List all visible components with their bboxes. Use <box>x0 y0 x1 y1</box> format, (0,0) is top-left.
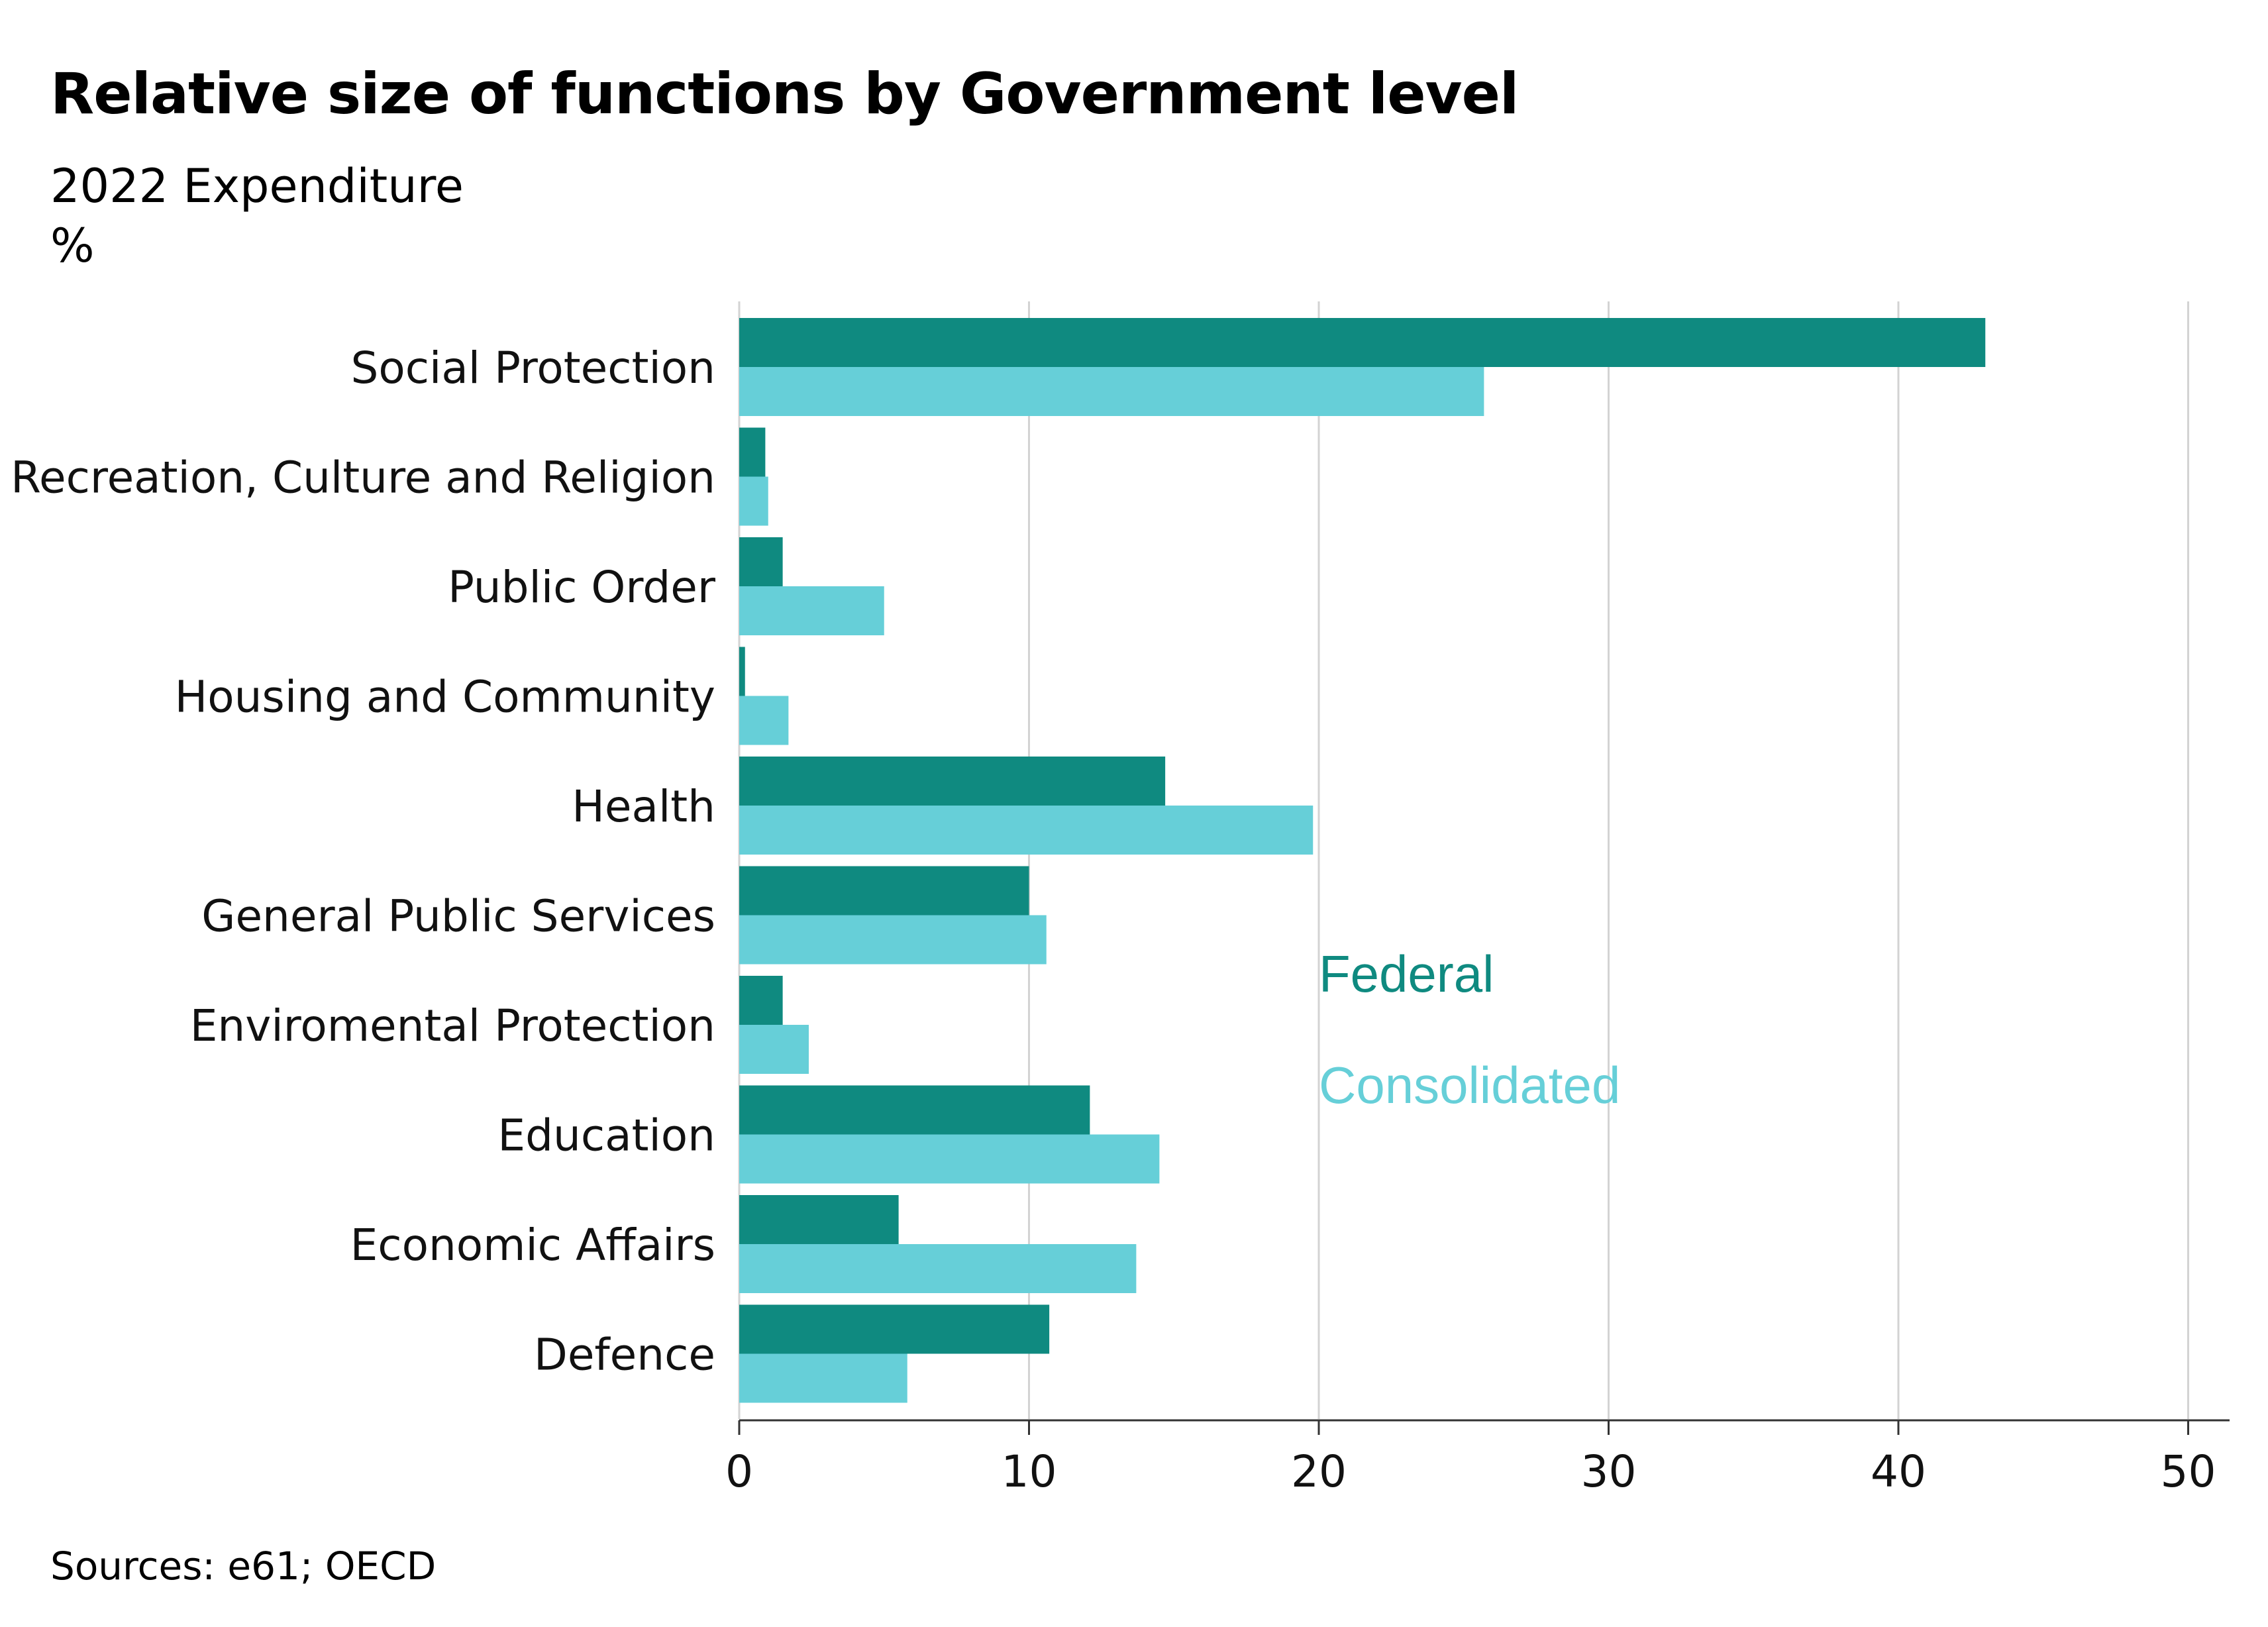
bar-federal <box>739 427 766 477</box>
category-label: General Public Services <box>201 891 715 942</box>
category-label: Public Order <box>448 562 716 613</box>
bar-consolidated <box>739 915 1047 965</box>
bar-federal <box>739 647 745 696</box>
category-label: Health <box>572 781 715 832</box>
category-label: Defence <box>534 1330 715 1381</box>
legend-consolidated: Consolidated <box>1319 1056 1620 1114</box>
bar-consolidated <box>739 696 789 745</box>
category-label: Recreation, Culture and Religion <box>11 452 715 503</box>
x-tick-label: 0 <box>725 1446 753 1497</box>
legend-federal: Federal <box>1319 945 1494 1003</box>
category-labels: Social Protection Recreation, Culture and… <box>11 342 716 1381</box>
bar-federal <box>739 318 1986 367</box>
bar-consolidated <box>739 806 1314 855</box>
bars <box>739 318 1986 1403</box>
x-axis: 0 10 20 30 40 50 <box>725 1419 2230 1497</box>
bar-consolidated <box>739 476 768 526</box>
chart-subtitle: 2022 Expenditure <box>50 159 464 213</box>
category-label: Social Protection <box>350 342 715 394</box>
x-tick-label: 10 <box>1002 1446 1057 1497</box>
bar-federal <box>739 1304 1050 1354</box>
bar-consolidated <box>739 1025 809 1074</box>
source-note: Sources: e61; OECD <box>50 1544 437 1589</box>
bar-consolidated <box>739 367 1484 416</box>
bar-federal <box>739 1085 1090 1135</box>
bar-federal <box>739 757 1166 806</box>
category-label: Education <box>497 1110 715 1161</box>
x-tick-label: 40 <box>1871 1446 1926 1497</box>
x-tick-label: 50 <box>2161 1446 2216 1497</box>
chart-unit: % <box>50 219 95 273</box>
bar-federal <box>739 537 783 586</box>
category-label: Enviromental Protection <box>190 1000 715 1051</box>
bar-consolidated <box>739 1353 907 1403</box>
bar-consolidated <box>739 586 884 635</box>
bar-federal <box>739 976 783 1025</box>
x-tick-label: 20 <box>1291 1446 1347 1497</box>
category-label: Economic Affairs <box>350 1220 715 1271</box>
chart-title: Relative size of functions by Government… <box>50 61 1519 127</box>
legend: Federal Consolidated <box>1319 945 1620 1114</box>
x-tick-label: 30 <box>1581 1446 1637 1497</box>
bar-federal <box>739 1195 899 1244</box>
bar-consolidated <box>739 1134 1160 1184</box>
bar-consolidated <box>739 1244 1137 1293</box>
bar-federal <box>739 866 1029 916</box>
category-label: Housing and Community <box>175 672 715 723</box>
